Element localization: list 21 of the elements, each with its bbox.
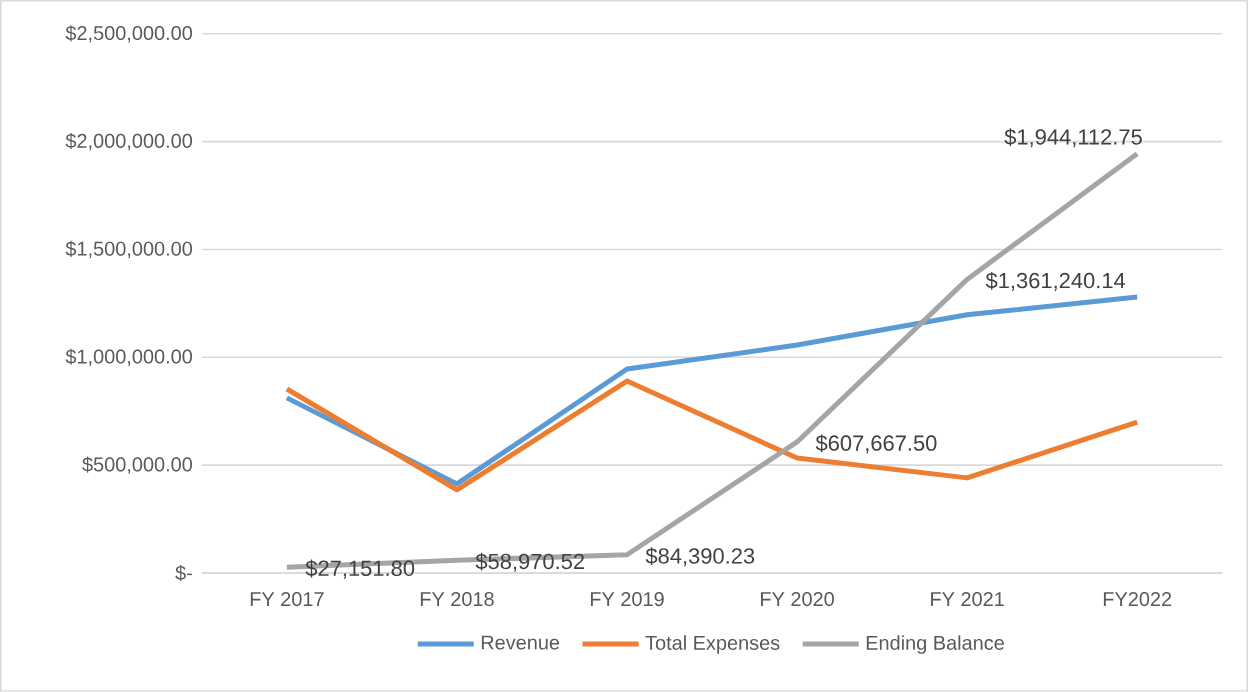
data-label: $607,667.50 <box>815 434 937 454</box>
x-tick-label: FY 2020 <box>761 592 834 607</box>
x-tick-label: FY 2017 <box>250 592 324 607</box>
y-tick-label: $2,500,000.00 <box>65 25 193 43</box>
y-tick-label: $1,500,000.00 <box>65 240 193 259</box>
x-tick-label: FY2022 <box>1103 592 1172 607</box>
x-tick-label: FY 2019 <box>590 592 664 607</box>
y-tick-label: $1,000,000.00 <box>65 348 193 367</box>
legend-label: Ending Balance <box>866 635 1004 654</box>
data-label: $1,361,240.14 <box>985 271 1126 292</box>
data-label: $84,390.23 <box>645 547 755 567</box>
y-tick-label: $- <box>175 565 192 582</box>
x-tick-label: FY 2021 <box>931 592 1004 607</box>
x-tick-label: FY 2018 <box>420 592 494 607</box>
legend-label: Total Expenses <box>645 635 780 654</box>
data-label: $27,151.80 <box>305 559 415 579</box>
legend-label: Revenue <box>481 635 560 650</box>
y-tick-label: $2,000,000.00 <box>65 133 193 151</box>
y-tick-label: $500,000.00 <box>82 456 193 474</box>
data-label: $1,944,112.75 <box>1004 128 1142 148</box>
data-label: $58,970.52 <box>475 552 584 572</box>
